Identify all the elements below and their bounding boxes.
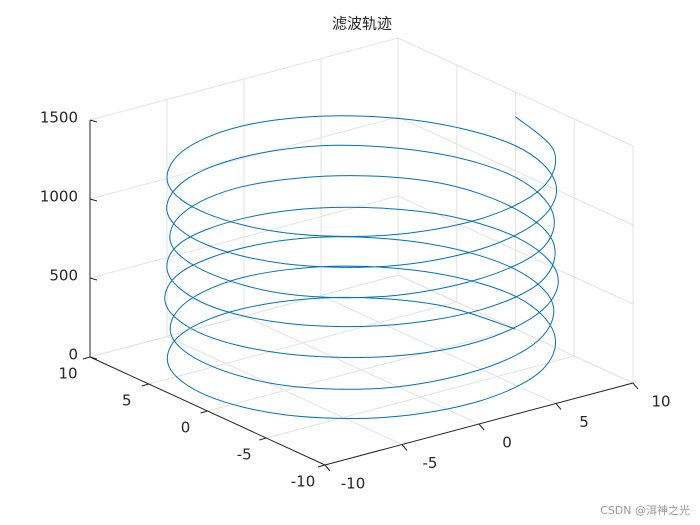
tick-mark [82,356,91,360]
x-tick-label: 0 [502,434,512,452]
y-tick-label: 0 [181,419,191,437]
tick-mark [317,464,326,468]
grid-line [89,116,399,200]
y-tick-label: -5 [237,446,252,464]
x-tick-label: 10 [651,393,670,411]
z-tick-label: 1000 [40,188,78,206]
tick-mark [555,403,562,410]
z-tick-label: 1500 [40,109,78,127]
tick-mark [89,198,98,202]
tick-mark [478,423,485,431]
trajectory-line [164,115,559,419]
grid-line [89,195,399,279]
tick-mark [89,277,98,281]
y-tick-label: 5 [122,392,132,410]
grid-line [397,116,634,226]
y-tick-label: -10 [291,473,316,491]
grid-line [89,37,399,121]
tick-mark [401,444,408,451]
tick-mark [89,119,98,123]
tick-mark [324,464,331,472]
chart-title: 滤波轨迹 [332,15,392,33]
tick-mark [89,356,98,360]
x-tick-label: 5 [579,413,589,431]
z-tick-label: 0 [68,346,78,364]
x-tick-label: -10 [341,475,366,493]
grid-line [266,355,575,439]
grid-line [148,301,457,385]
tick-mark [632,382,639,390]
x-tick-label: -5 [423,454,438,472]
tick-mark [141,383,149,387]
grid-line [207,328,516,412]
y-tick-label: 10 [58,365,77,383]
z-tick-label: 500 [49,267,78,285]
tick-mark [259,437,267,441]
tick-mark [200,410,208,414]
watermark: CSDN @洱神之光 [600,503,690,517]
grid-line [397,37,634,147]
